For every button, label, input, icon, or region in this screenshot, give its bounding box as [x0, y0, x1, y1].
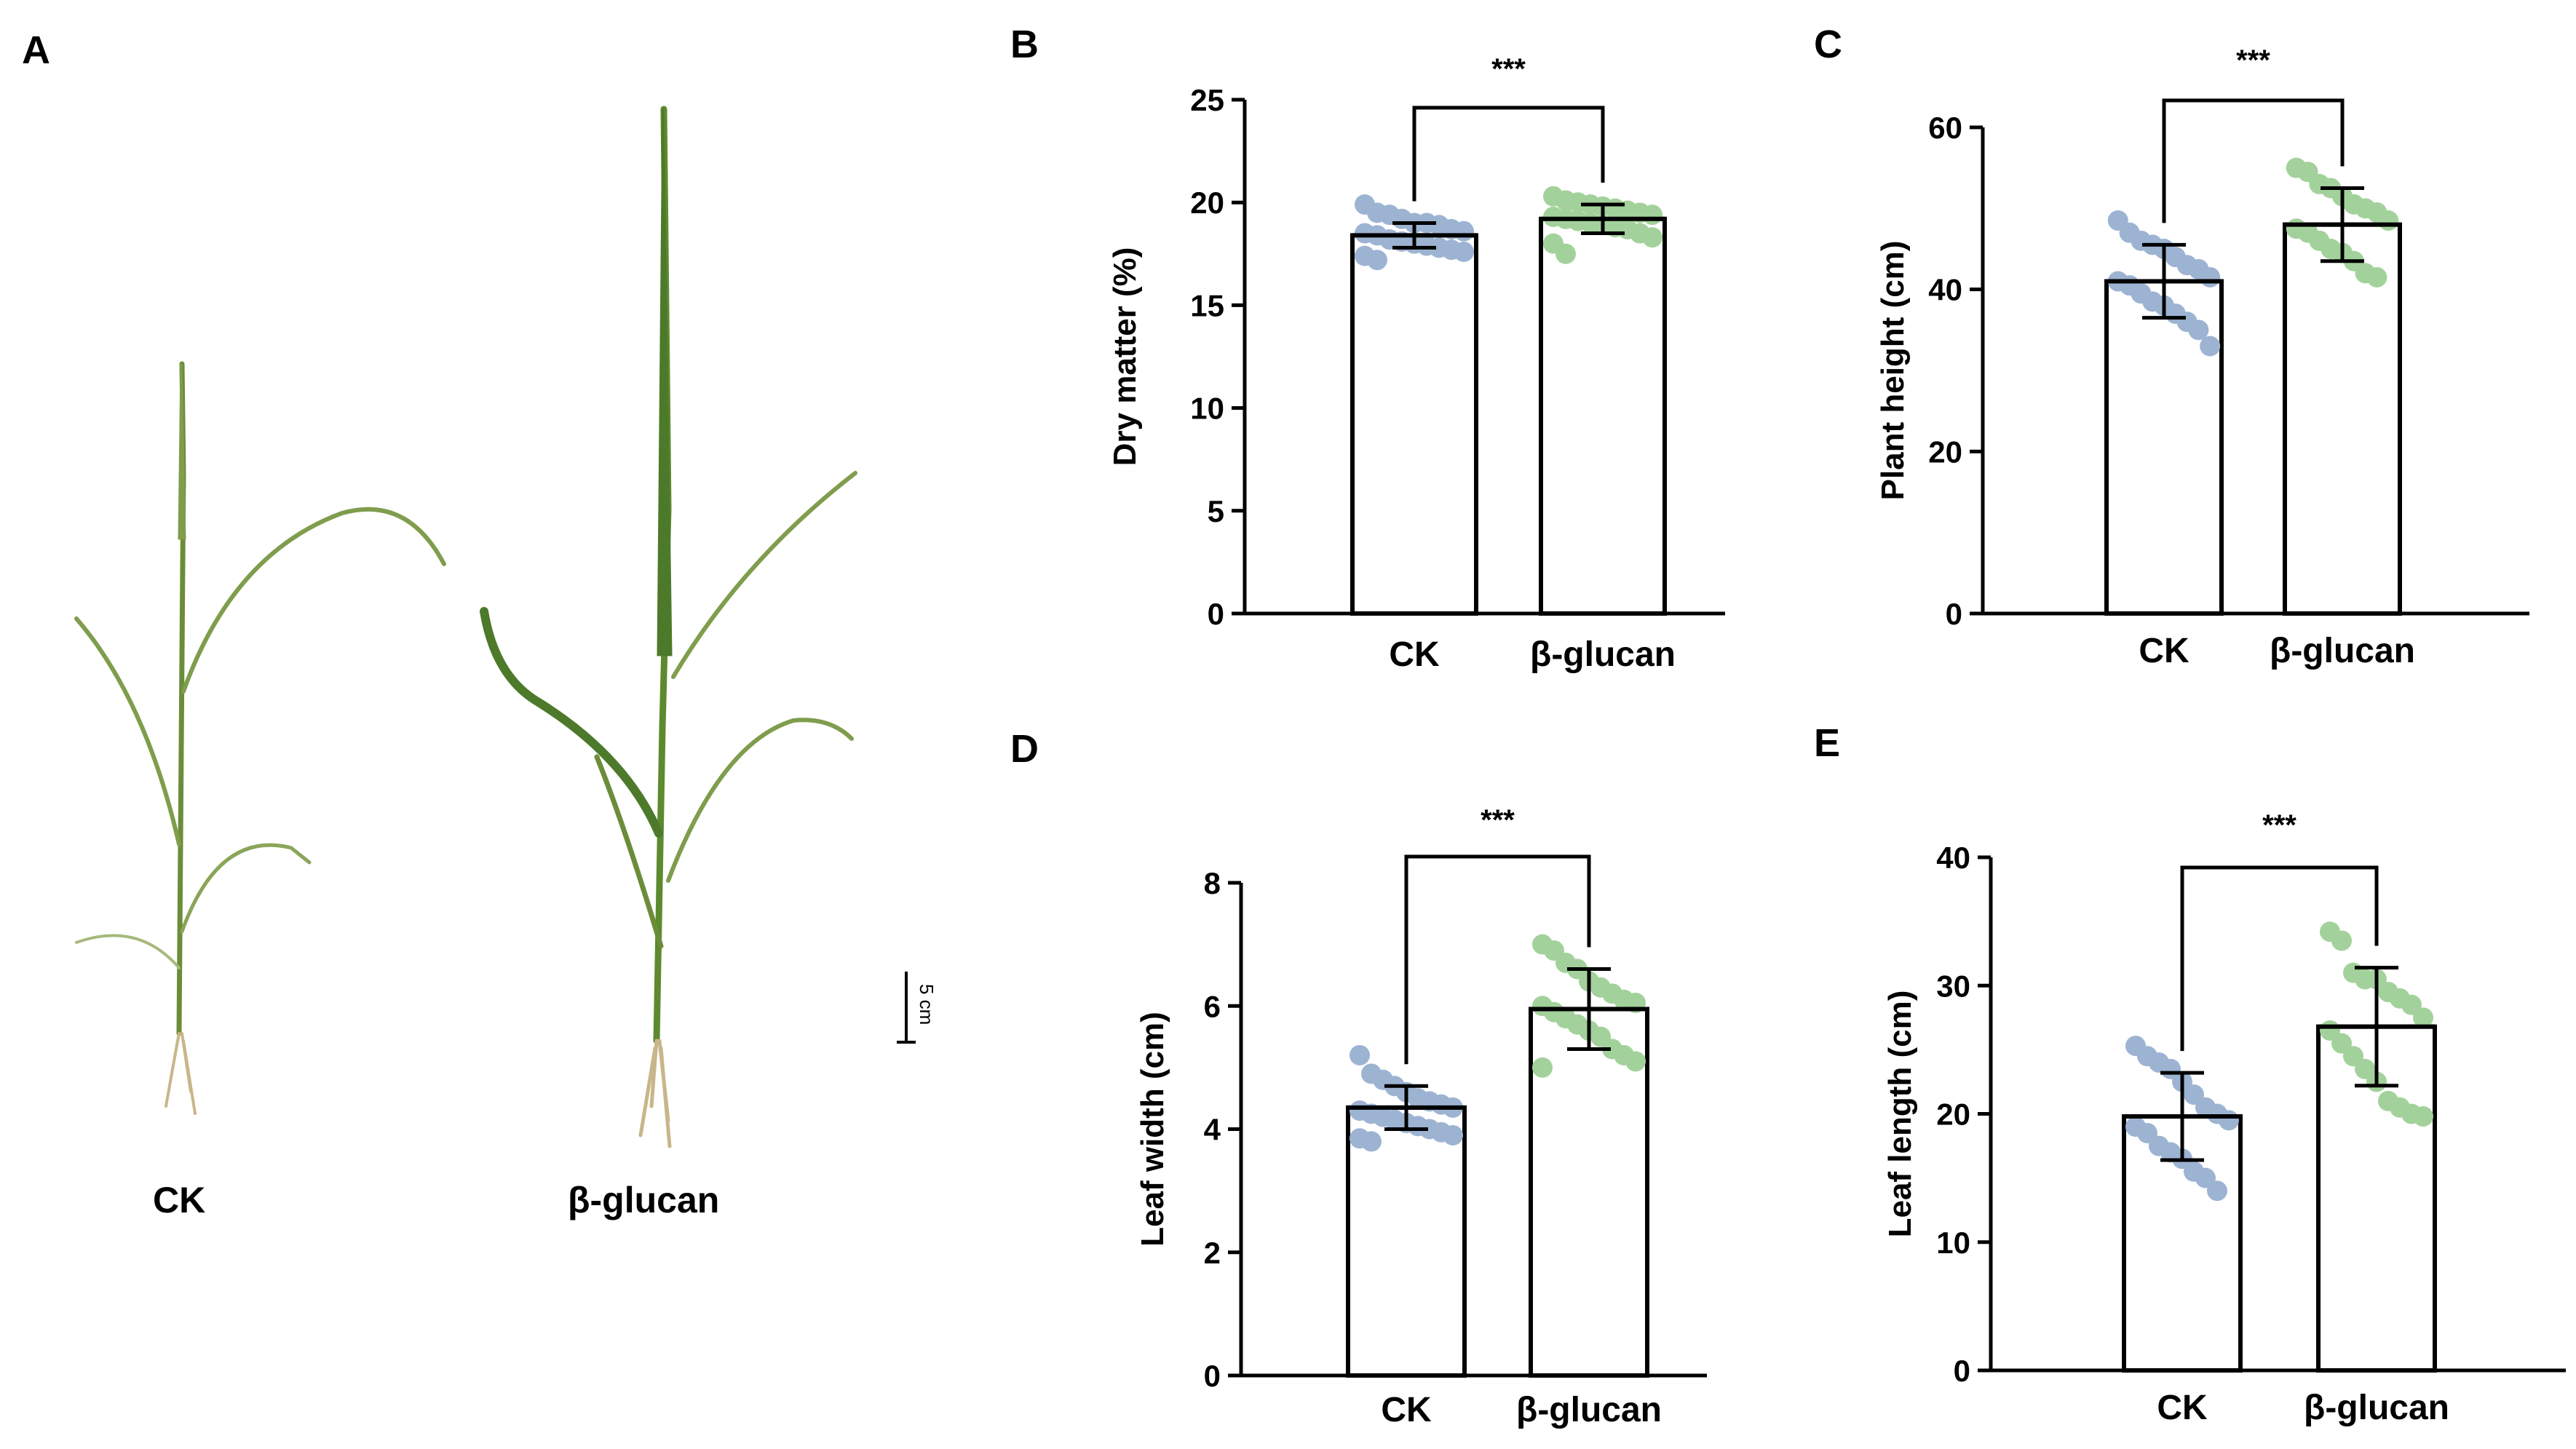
data-point [1555, 243, 1576, 264]
significance-label: *** [1481, 804, 1515, 836]
data-point [1350, 1044, 1370, 1065]
category-label-ck: CK [1381, 1391, 1432, 1429]
panel-label-a: A [22, 28, 50, 72]
panel-label-d: D [1010, 727, 1039, 771]
y-axis-title: Dry matter (%) [1107, 247, 1143, 467]
y-tick-label: 2 [1204, 1236, 1221, 1270]
category-label-ck: CK [2157, 1389, 2208, 1427]
y-tick-label: 20 [1936, 1097, 1970, 1132]
scale-bar [897, 972, 916, 1044]
data-point [2188, 319, 2209, 341]
y-tick-label: 30 [1936, 969, 1970, 1003]
data-point [1367, 250, 1387, 271]
y-tick-label: 4 [1204, 1113, 1221, 1147]
y-axis-title: Leaf width (cm) [1135, 1012, 1170, 1247]
plant-photo [74, 106, 916, 1148]
bar-ck [2104, 279, 2224, 616]
y-tick-label: 5 [1208, 494, 1224, 528]
y-tick-label: 6 [1204, 989, 1221, 1023]
category-label-glucan: β-glucan [1530, 635, 1676, 674]
significance-bracket [2180, 865, 2379, 1052]
category-label-ck: CK [2139, 632, 2189, 670]
category-label-glucan: β-glucan [2304, 1389, 2449, 1427]
category-label-ck: CK [1389, 635, 1440, 674]
y-tick-label: 10 [1190, 392, 1224, 426]
data-point [2200, 336, 2221, 357]
y-tick-label: 8 [1204, 866, 1221, 900]
data-point [2413, 1007, 2433, 1028]
data-point [2413, 1106, 2433, 1127]
panel-label-b: B [1010, 23, 1039, 66]
y-axis-title: Plant height (cm) [1875, 241, 1911, 501]
significance-label: *** [2262, 809, 2296, 841]
category-label-glucan: β-glucan [1516, 1391, 1662, 1429]
data-point [2331, 930, 2352, 951]
y-tick-label: 40 [1936, 841, 1970, 875]
glucan-plant-illustration [480, 106, 857, 1148]
significance-bracket [2162, 98, 2345, 223]
data-point [1361, 1131, 1382, 1152]
photo-label-glucan: β-glucan [568, 1180, 720, 1220]
data-point [1625, 1051, 1646, 1072]
panel-label-c: C [1814, 23, 1842, 66]
y-tick-label: 15 [1190, 288, 1224, 322]
significance-bracket [1404, 854, 1591, 1065]
bar-ck [1350, 233, 1478, 616]
photo-label-ck: CK [153, 1180, 206, 1220]
panel-label-e: E [1814, 721, 1841, 765]
y-tick-label: 20 [1928, 434, 1962, 469]
y-tick-label: 40 [1928, 273, 1962, 307]
data-point [1454, 241, 1474, 262]
ck-plant-illustration [74, 361, 446, 1115]
category-label-glucan: β-glucan [2270, 632, 2415, 670]
y-tick-label: 10 [1936, 1226, 1970, 1260]
data-point [2207, 1180, 2227, 1202]
data-point [1443, 1124, 1463, 1146]
y-tick-label: 25 [1190, 83, 1224, 117]
significance-bracket [1412, 106, 1605, 202]
y-tick-label: 60 [1928, 111, 1962, 145]
significance-label: *** [2236, 44, 2270, 76]
y-tick-label: 20 [1190, 186, 1224, 220]
data-point [2366, 266, 2387, 287]
data-point [2219, 1110, 2239, 1131]
data-point [1532, 1057, 1553, 1078]
y-tick-label: 0 [1204, 1359, 1221, 1393]
y-tick-label: 0 [1946, 597, 1962, 631]
bar-glucan [2283, 222, 2402, 616]
y-tick-label: 0 [1208, 597, 1224, 631]
data-point [1642, 227, 1662, 248]
y-tick-label: 0 [1954, 1354, 1970, 1388]
significance-label: *** [1491, 53, 1526, 85]
y-axis-title: Leaf length (cm) [1882, 991, 1918, 1238]
